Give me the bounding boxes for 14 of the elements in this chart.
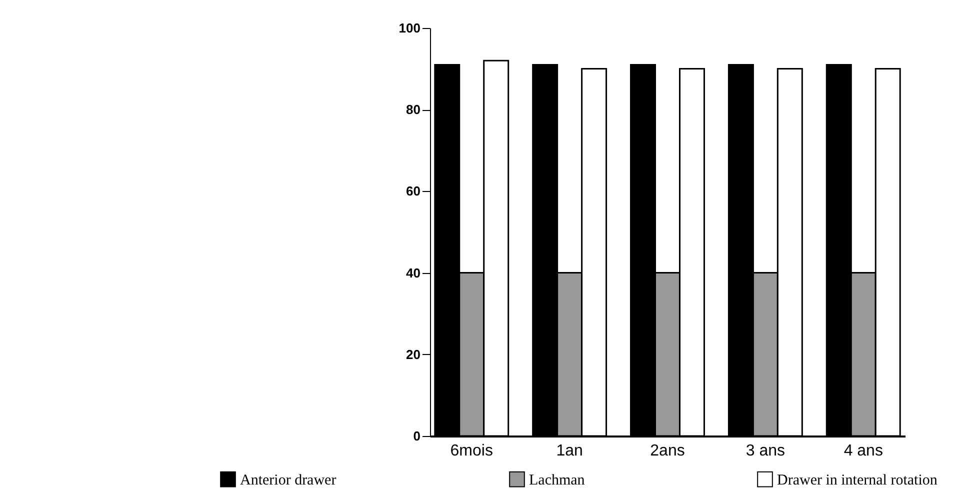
y-tick-label: 100 xyxy=(398,20,420,36)
y-tick-label: 0 xyxy=(413,428,420,444)
y-tick-label: 20 xyxy=(406,346,420,362)
legend-label: Anterior drawer xyxy=(240,472,336,488)
y-tick-label: 60 xyxy=(406,184,420,199)
y-tick-label: 80 xyxy=(406,102,420,118)
x-tick-label: 3 ans xyxy=(746,442,786,460)
y-tick-label: 40 xyxy=(406,265,420,280)
x-tick-label: 4 ans xyxy=(844,442,883,460)
legend-label: Lachman xyxy=(529,472,586,488)
x-tick-label: 6mois xyxy=(450,442,493,460)
legend-label: Drawer in internal rotation xyxy=(777,472,938,488)
x-tick-label: 1an xyxy=(556,442,583,460)
x-tick-label: 2ans xyxy=(650,442,685,460)
